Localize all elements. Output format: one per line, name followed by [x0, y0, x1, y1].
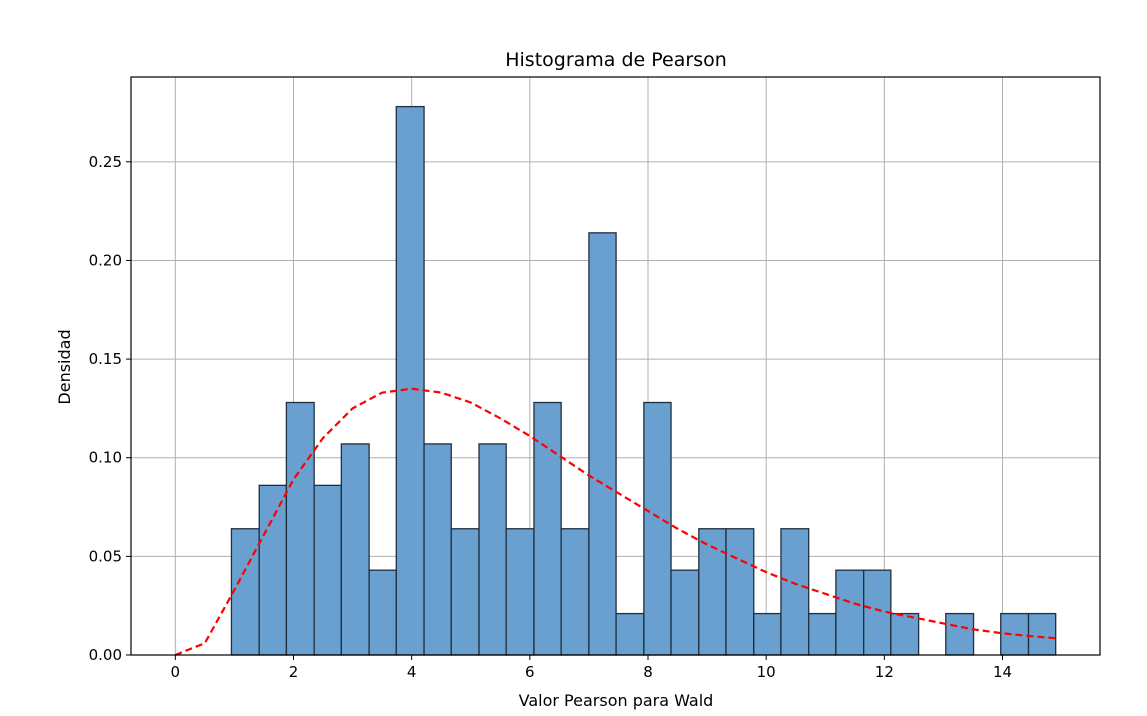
histogram-bar: [505, 528, 535, 656]
chart-title: Histograma de Pearson: [505, 49, 727, 71]
y-tick-label: 0.10: [89, 449, 122, 467]
x-tick-label: 0: [171, 663, 181, 681]
histogram-bar: [588, 232, 617, 656]
x-tick-label: 4: [407, 663, 417, 681]
histogram-bar: [808, 612, 837, 656]
histogram-bar: [340, 443, 370, 656]
x-tick-label: 12: [875, 663, 894, 681]
x-tick-label: 6: [525, 663, 535, 681]
x-axis-ticks: 0 2 4 6 8 10 12 14: [171, 655, 1012, 681]
x-tick-label: 2: [289, 663, 299, 681]
histogram-bar: [285, 401, 315, 656]
density-curve: [174, 387, 1056, 657]
y-axis-label: Densidad: [55, 329, 74, 404]
histogram-bar: [945, 612, 975, 656]
x-axis-label: Valor Pearson para Wald: [519, 691, 714, 710]
x-tick-label: 8: [643, 663, 653, 681]
y-tick-label: 0.00: [89, 646, 122, 664]
histogram-bar: [395, 105, 425, 656]
histogram-bar: [478, 443, 507, 656]
y-tick-label: 0.20: [89, 251, 122, 269]
x-tick-label: 14: [993, 663, 1012, 681]
histogram-bar: [725, 528, 755, 656]
histogram-bar: [780, 528, 810, 656]
histogram-bar: [1027, 612, 1057, 656]
histogram-bar: [890, 612, 920, 656]
histogram-bar: [670, 569, 700, 656]
histogram-bar: [368, 569, 397, 656]
y-tick-label: 0.25: [89, 153, 122, 171]
histogram-bar: [560, 528, 590, 656]
histogram-bar: [753, 612, 782, 656]
histogram-bars: [230, 105, 1057, 656]
histogram-bar: [450, 528, 480, 656]
histogram-bar: [423, 443, 452, 656]
y-axis-ticks: 0.00 0.05 0.10 0.15 0.20 0.25: [89, 153, 131, 664]
y-tick-label: 0.05: [89, 547, 122, 565]
histogram-bar: [615, 612, 645, 656]
x-tick-label: 10: [757, 663, 776, 681]
histogram-bar: [835, 569, 865, 656]
y-tick-label: 0.15: [89, 350, 122, 368]
histogram-bar: [313, 484, 342, 656]
histogram-bar: [643, 401, 672, 656]
plot-frame: [130, 76, 1101, 656]
histogram-bar: [230, 528, 260, 656]
histogram-bar: [258, 484, 288, 656]
